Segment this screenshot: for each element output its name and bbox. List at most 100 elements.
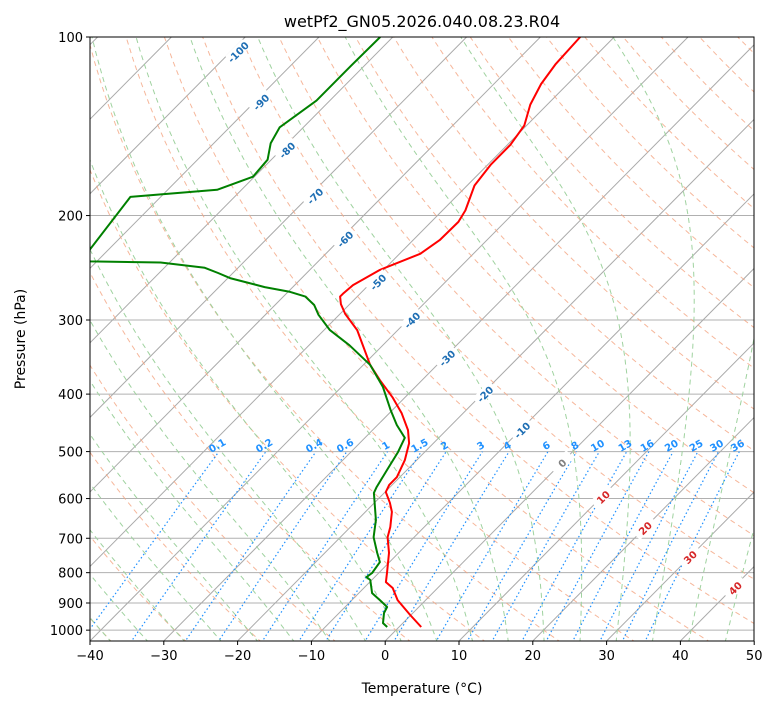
x-tick-label: 30 [598,649,615,664]
isotherm-label-bg [677,544,703,570]
mixing-ratio-label: 3 [475,440,487,453]
isotherm-line [90,37,541,493]
mixing-ratio-line [90,451,220,630]
mixing-ratio-label: 8 [570,440,582,453]
y-tick-label: 400 [58,388,83,403]
mixing-ratio-label: 30 [708,438,726,455]
mixing-ratio-label: 6 [541,440,553,453]
mixing-ratio-line [393,451,510,641]
moist-adiabat-line [90,529,185,641]
isotherm-line [236,118,754,641]
isotherm-label-bg [399,307,425,333]
isotherm-label-bg [365,269,391,295]
y-tick-label: 800 [58,567,83,582]
moist-adiabat-line [90,482,222,641]
mixing-ratio-line [435,451,549,641]
isotherm-line [90,37,615,568]
mixing-ratio-line [298,451,422,641]
mixing-ratio-label: 16 [639,438,657,455]
mixing-ratio-line [572,451,674,641]
mixing-ratio-label: 0.1 [207,437,228,455]
moist-adiabat-line [724,526,754,641]
mixing-ratio-line [491,451,600,641]
isotherm-label-bg [225,39,251,65]
dry-adiabat-line [431,37,754,369]
dry-adiabat-line [316,37,754,494]
moist-adiabat-line [189,37,509,641]
moist-adiabat-line [90,433,259,641]
dry-adiabat-line [90,42,560,641]
mixing-ratio-line [325,451,447,641]
isotherm-line [532,416,754,641]
background-lines [90,37,775,643]
moist-adiabat-line [91,37,438,641]
mixing-ratio-line [261,451,388,641]
y-tick-label: 300 [58,314,83,329]
dry-adiabat-line [507,37,754,289]
x-tick-label: −30 [150,649,177,664]
y-tick-label: 200 [58,210,83,225]
isotherm-label-bg [632,515,658,541]
dry-adiabat-line [90,364,336,641]
mixing-ratio-label: 1 [381,440,393,453]
mixing-ratio-label: 10 [589,438,607,455]
dry-adiabat-line [90,451,261,641]
y-tick-label: 1000 [50,624,83,639]
x-tick-label: 20 [525,649,542,664]
moist-adiabat-line [762,37,775,643]
isotherm-label-bg [248,89,274,115]
mixing-ratio-label: 0.4 [304,437,325,455]
x-tick-label: 0 [381,649,389,664]
mixing-ratio-label: 2 [439,440,451,453]
isotherm-label-bg [302,183,328,209]
y-tick-label: 100 [58,31,83,46]
x-tick-label: −20 [224,649,251,664]
moist-adiabat-line [135,37,473,641]
profiles [90,37,581,628]
plot-frame [89,36,755,642]
x-tick-label: 40 [672,649,689,664]
axes-ticks: −40 −30 −20 −10 0 10 20 30 40 5010020030040050060… [50,31,763,664]
isotherm-line [90,37,246,195]
dry-adiabat-line [584,37,754,210]
dry-adiabat-line [355,37,754,452]
dry-adiabat-line [469,37,754,329]
x-tick-label: −40 [76,649,103,664]
mixing-ratio-line [130,451,267,641]
mixing-ratio-label: 1.5 [410,437,431,455]
dry-adiabat-line [699,37,754,93]
isotherm-line [90,37,467,419]
isotherm-label-bg [274,137,300,163]
isotherm-label-bg [590,484,616,510]
mixing-ratio-label: 20 [663,438,681,455]
mixing-ratio-label: 4 [502,440,514,453]
dry-adiabat-line [90,271,411,641]
chart-title: wetPf2_GN05.2026.040.08.23.R04 [284,12,560,32]
mixing-ratio-line [621,451,720,641]
moist-adiabat-line [90,319,331,641]
isotherm-line [163,44,754,641]
dry-adiabat-line [90,168,486,641]
moist-adiabat-line [90,248,367,641]
mixing-ratio-label: 36 [729,438,747,455]
moist-adiabat-line [344,37,583,641]
x-tick-label: −10 [298,649,325,664]
dry-adiabat-line [660,37,754,132]
dry-adiabat-line [125,37,635,641]
isotherm-line [605,491,754,641]
dry-adiabat-line [737,37,754,55]
isotherm-label-bg [722,575,748,601]
isotherm-label-bg [549,450,575,476]
mixing-ratio-line [599,451,699,641]
mixing-ratio-line [184,451,317,641]
mixing-ratio-line [545,451,650,641]
mixing-ratio-line [644,451,740,641]
dewpoint-profile-line [90,37,406,628]
mixing-ratio-line [217,451,348,641]
isotherm-label-bg [509,417,535,443]
y-tick-label: 500 [58,446,83,461]
moist-adiabat-line [460,37,631,641]
y-tick-label: 700 [58,532,83,547]
y-tick-label: 900 [58,597,83,612]
